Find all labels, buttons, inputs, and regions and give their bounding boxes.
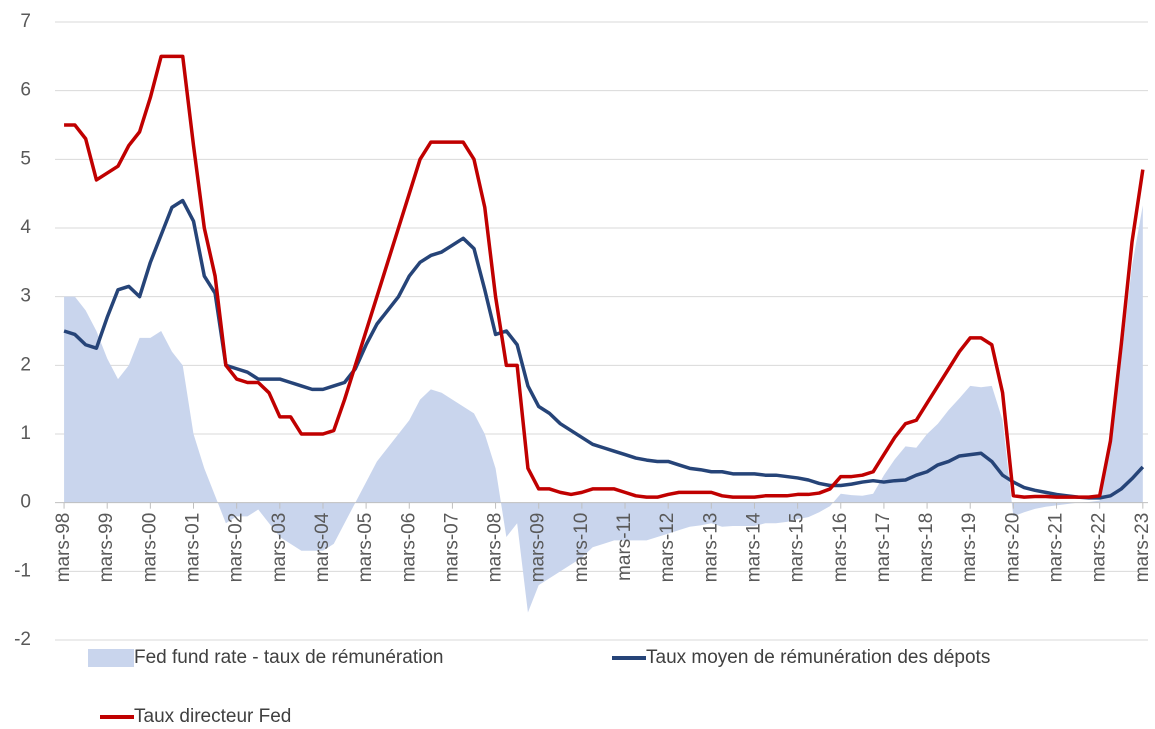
- x-tick-label: mars-00: [139, 513, 160, 583]
- y-tick-label: 7: [20, 11, 31, 32]
- x-tick-label: mars-22: [1089, 513, 1110, 583]
- x-tick-label: mars-16: [830, 513, 851, 583]
- x-tick-label: mars-17: [873, 513, 894, 583]
- x-tick-label: mars-15: [787, 513, 808, 583]
- x-tick-label: mars-08: [485, 513, 506, 583]
- y-tick-label: 1: [20, 423, 31, 444]
- x-tick-label: mars-12: [657, 513, 678, 583]
- x-tick-label: mars-11: [614, 513, 635, 581]
- x-tick-label: mars-06: [398, 513, 419, 583]
- x-tick-label: mars-07: [441, 513, 462, 583]
- x-tick-label: mars-19: [959, 513, 980, 583]
- y-tick-label: 4: [20, 217, 31, 238]
- y-tick-label: -1: [14, 560, 31, 581]
- legend: Fed fund rate - taux de rémunération Taux…: [88, 647, 990, 727]
- legend-label: Taux moyen de rémunération des dépots: [646, 647, 990, 668]
- y-tick-label: 3: [20, 286, 31, 307]
- legend-label: Taux directeur Fed: [134, 706, 291, 727]
- x-tick-label: mars-21: [1046, 513, 1067, 583]
- y-tick-label: 5: [20, 148, 31, 169]
- y-tick-label: 0: [20, 492, 31, 513]
- x-tick-label: mars-98: [53, 513, 74, 583]
- x-tick-label: mars-13: [700, 513, 721, 583]
- x-tick-label: mars-05: [355, 513, 376, 583]
- line: [63, 198, 1145, 500]
- x-tick-label: mars-03: [269, 513, 290, 583]
- y-tick-label: 6: [20, 80, 31, 101]
- legend-swatch: [88, 649, 134, 667]
- x-tick-label: mars-10: [571, 513, 592, 583]
- x-tick-label: mars-23: [1132, 513, 1153, 583]
- x-tick-label: mars-18: [916, 513, 937, 583]
- x-tick-label: mars-20: [1002, 513, 1023, 583]
- area: [64, 205, 1143, 613]
- x-tick-label: mars-09: [528, 513, 549, 583]
- legend-label: Fed fund rate - taux de rémunération: [134, 647, 443, 668]
- x-tick-label: mars-99: [96, 513, 117, 583]
- x-tick-label: mars-02: [226, 513, 247, 583]
- x-tick-label: mars-04: [312, 512, 333, 582]
- y-tick-label: 2: [20, 354, 31, 375]
- x-tick-label: mars-01: [183, 513, 204, 583]
- y-tick-label: -2: [14, 629, 31, 650]
- x-tick-label: mars-14: [743, 512, 764, 582]
- line: [64, 54, 1145, 499]
